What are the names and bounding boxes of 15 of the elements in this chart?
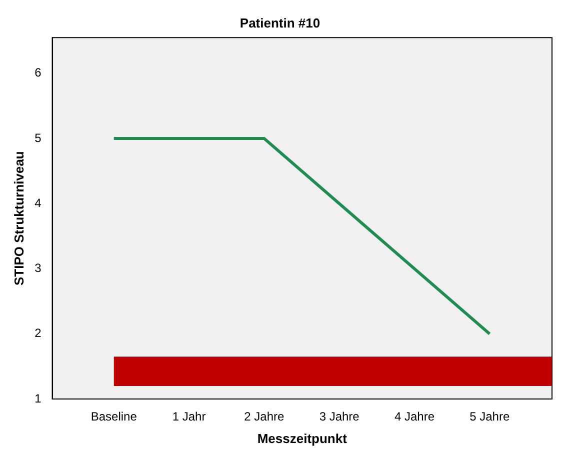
y-tick-label: 4 [34,196,42,210]
x-tick-label: Baseline [90,410,138,424]
x-tick-label: 2 Jahre [244,410,285,424]
chart-title: Patientin #10 [240,15,320,30]
x-tick-label: 1 Jahr [172,410,206,424]
y-tick-label: 5 [34,130,42,145]
x-tick-label: 4 Jahre [394,410,435,424]
y-axis-title: STIPO Strukturniveau [11,151,26,286]
y-tick-label: 6 [34,66,42,80]
x-axis-title: Messzeitpunkt [257,430,348,446]
y-tick-label: 1 [34,391,42,406]
y-tick-label: 2 [34,326,42,340]
x-tick-label: 3 Jahre [319,410,360,424]
y-tick-label: 3 [34,261,42,276]
x-tick-label: 5 Jahre [470,410,510,424]
